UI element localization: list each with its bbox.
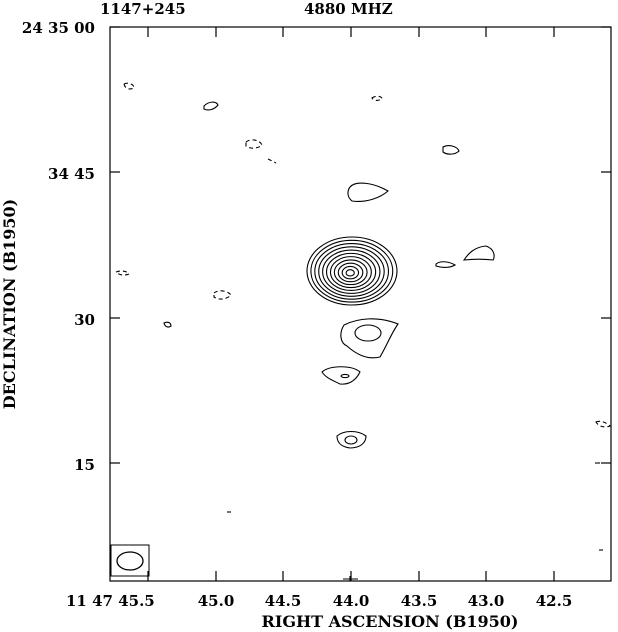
frequency-label: 4880 MHZ (304, 0, 393, 18)
x-tick-label: 43.5 (401, 592, 438, 610)
contour-south-blob-inner (340, 373, 350, 379)
y-tick-label: 30 (74, 311, 95, 329)
x-axis-label: RIGHT ASCENSION (B1950) (262, 612, 519, 631)
core-contour-level (306, 236, 398, 306)
neg-contour (245, 139, 263, 149)
core-contour-level (341, 265, 360, 280)
neg-contour (371, 95, 383, 101)
x-tick-label: 43.0 (468, 592, 505, 610)
core-contour-level (333, 259, 368, 286)
core-contour-level (337, 262, 364, 283)
contour-lower-blob-inner (344, 435, 358, 445)
x-tick-label: 11 47 45.5 (66, 592, 155, 610)
beam-box (110, 544, 150, 577)
contour-knot-outer (340, 318, 399, 359)
contour-south-blob (321, 366, 361, 385)
neg-contour (267, 158, 277, 164)
y-tick-label: 24 35 00 (22, 19, 95, 37)
contour-upper-right (442, 145, 460, 155)
beam-ellipse (116, 551, 144, 571)
neg-contour (595, 420, 611, 428)
contour-east-jet (462, 245, 495, 261)
neg-contour (213, 290, 232, 300)
neg-contour (115, 270, 130, 276)
y-tick-label: 15 (74, 456, 95, 474)
plot-frame (109, 26, 612, 582)
contour-east-small (435, 261, 457, 268)
core-contour-level (318, 246, 385, 297)
positive-contours (163, 101, 603, 581)
x-tick-label: 42.5 (536, 592, 573, 610)
contour-left-small (163, 321, 172, 328)
contour-north-blob (347, 182, 389, 202)
x-tick-label: 44.5 (265, 592, 302, 610)
y-tick-label: 34 45 (48, 165, 95, 183)
contour-lower-blob (336, 430, 367, 449)
x-tick-label: 44.0 (333, 592, 370, 610)
contour-bottom-tick (343, 576, 358, 581)
contour-upper-left (203, 101, 219, 111)
core-contour-level (329, 256, 372, 289)
y-axis-label: DECLINATION (B1950) (0, 199, 19, 409)
source-core-contours (306, 236, 398, 306)
source-name: 1147+245 (100, 0, 186, 18)
core-contour-level (314, 242, 390, 300)
core-contour-level (345, 269, 355, 277)
contour-knot-inner (354, 324, 382, 342)
core-contour-level (322, 249, 381, 294)
x-tick-label: 45.0 (198, 592, 235, 610)
core-contour-level (310, 239, 394, 303)
negative-contours (115, 82, 611, 428)
neg-contour (123, 82, 135, 90)
axis-ticks (110, 26, 611, 581)
core-contour-level (325, 252, 377, 292)
